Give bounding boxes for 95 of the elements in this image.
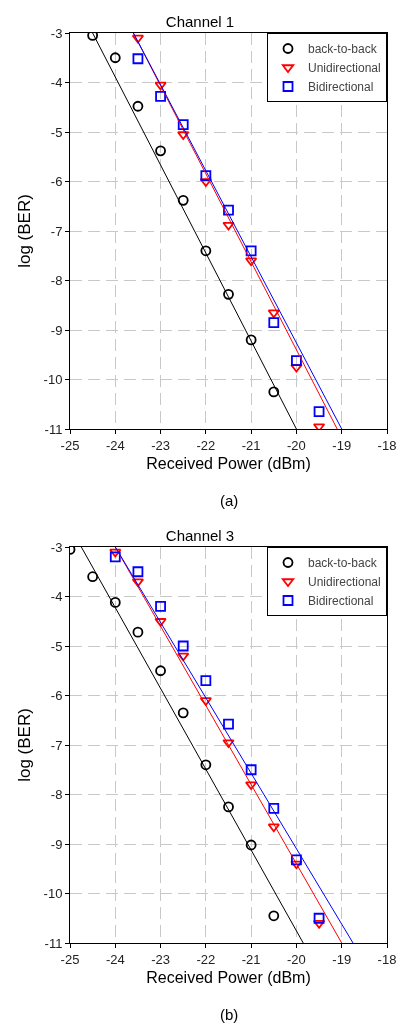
x-tick-label: -19 xyxy=(332,437,352,453)
point xyxy=(109,52,121,64)
x-tick-label: -22 xyxy=(196,437,216,453)
point xyxy=(245,764,257,776)
x-tick-label: -24 xyxy=(105,437,125,453)
point xyxy=(200,759,212,771)
point xyxy=(109,597,121,608)
y-tick-label: -7 xyxy=(50,737,63,753)
x-tick-label: -23 xyxy=(151,951,170,967)
point xyxy=(291,854,302,866)
point xyxy=(131,578,145,588)
point xyxy=(154,81,167,91)
x-tick-label: -25 xyxy=(60,951,80,967)
y-tick-label: -5 xyxy=(50,124,63,140)
point xyxy=(132,100,144,112)
point xyxy=(268,802,280,814)
point xyxy=(223,204,234,216)
y-tick-label: -3 xyxy=(50,25,63,41)
y-tick-label: -9 xyxy=(50,322,63,338)
point xyxy=(267,309,280,319)
chart-title: Channel 1 xyxy=(165,12,235,30)
y-tick-label: -8 xyxy=(50,787,63,803)
x-axis-title: Received Power (dBm) xyxy=(146,969,311,987)
point xyxy=(87,571,99,583)
point xyxy=(177,119,189,130)
point xyxy=(155,601,166,612)
point xyxy=(155,665,166,677)
y-tick-label: -3 xyxy=(50,539,63,555)
point xyxy=(313,912,325,924)
point xyxy=(222,221,235,231)
point xyxy=(177,640,189,652)
y-tick-label: -4 xyxy=(50,589,63,605)
x-tick-label: -20 xyxy=(287,437,306,453)
point xyxy=(245,839,257,851)
point xyxy=(177,652,190,662)
x-tick-label: -23 xyxy=(151,437,170,453)
point xyxy=(132,53,144,65)
y-tick-label: -9 xyxy=(50,836,63,852)
point xyxy=(268,386,280,398)
point xyxy=(109,548,122,558)
y-axis-title: log (BER) xyxy=(15,194,35,268)
x-tick-label: -20 xyxy=(287,951,306,967)
point xyxy=(268,910,280,922)
chart-title: Channel 3 xyxy=(165,526,235,544)
y-tick-label: -5 xyxy=(50,638,63,654)
y-tick-label: -4 xyxy=(50,75,63,91)
point xyxy=(177,194,189,206)
legend-label: Bidirectional xyxy=(308,594,374,609)
text: (a) xyxy=(220,492,239,509)
point xyxy=(155,145,166,157)
text: (b) xyxy=(220,1006,239,1023)
x-tick-label: -25 xyxy=(60,437,80,453)
point xyxy=(245,257,258,267)
point xyxy=(200,675,212,687)
x-tick-label: -22 xyxy=(196,951,216,967)
point xyxy=(223,801,234,813)
point xyxy=(109,551,121,563)
x-tick-label: -21 xyxy=(241,437,261,453)
y-tick-label: -6 xyxy=(50,174,63,190)
point xyxy=(177,707,189,719)
y-tick-label: -8 xyxy=(50,273,63,289)
point xyxy=(223,288,234,300)
point xyxy=(313,406,325,418)
y-tick-label: -10 xyxy=(43,372,63,388)
x-tick-label: -21 xyxy=(241,951,261,967)
legend-label: Unidirectional xyxy=(308,575,381,590)
x-axis-title: Received Power (dBm) xyxy=(146,455,311,473)
point xyxy=(131,34,145,44)
point xyxy=(268,317,280,328)
point xyxy=(223,718,234,730)
x-tick-label: -18 xyxy=(377,951,397,967)
point xyxy=(132,626,144,638)
point xyxy=(267,823,280,833)
x-tick-label: -24 xyxy=(105,951,125,967)
y-tick-label: -11 xyxy=(44,421,63,437)
point xyxy=(245,334,257,346)
y-tick-label: -10 xyxy=(43,886,63,902)
point xyxy=(200,170,212,181)
point xyxy=(291,355,302,367)
point xyxy=(155,90,166,102)
point xyxy=(132,566,144,578)
y-axis-title: log (BER) xyxy=(15,708,35,782)
y-tick-label: -11 xyxy=(44,935,63,951)
legend-label: Unidirectional xyxy=(308,61,381,76)
legend-label: back-to-back xyxy=(308,556,378,571)
x-tick-label: -19 xyxy=(332,951,352,967)
point xyxy=(200,245,212,257)
y-tick-label: -6 xyxy=(50,688,63,704)
legend-label: back-to-back xyxy=(308,42,378,57)
y-tick-label: -7 xyxy=(50,223,63,239)
x-tick-label: -18 xyxy=(377,437,397,453)
legend-label: Bidirectional xyxy=(308,80,374,95)
point xyxy=(290,363,303,373)
point xyxy=(290,860,303,870)
point xyxy=(245,245,257,257)
